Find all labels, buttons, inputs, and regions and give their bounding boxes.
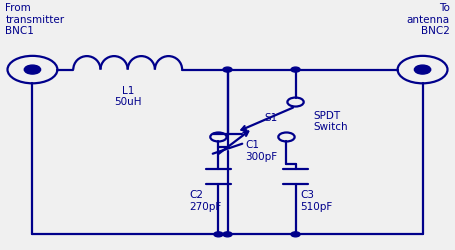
Text: L1
50uH: L1 50uH — [114, 85, 142, 107]
Text: C3
510pF: C3 510pF — [300, 190, 332, 211]
Text: C2
270pF: C2 270pF — [189, 190, 221, 211]
Circle shape — [291, 232, 300, 237]
Text: To
antenna
BNC2: To antenna BNC2 — [407, 3, 450, 36]
Text: From
transmitter
BNC1: From transmitter BNC1 — [5, 3, 64, 36]
Circle shape — [24, 66, 40, 75]
Text: S1: S1 — [264, 112, 278, 122]
Circle shape — [214, 232, 223, 237]
Text: C1
300pF: C1 300pF — [246, 140, 278, 162]
Text: SPDT
Switch: SPDT Switch — [313, 110, 349, 132]
Circle shape — [223, 68, 232, 73]
Circle shape — [415, 66, 431, 75]
Circle shape — [291, 68, 300, 73]
Circle shape — [223, 232, 232, 237]
